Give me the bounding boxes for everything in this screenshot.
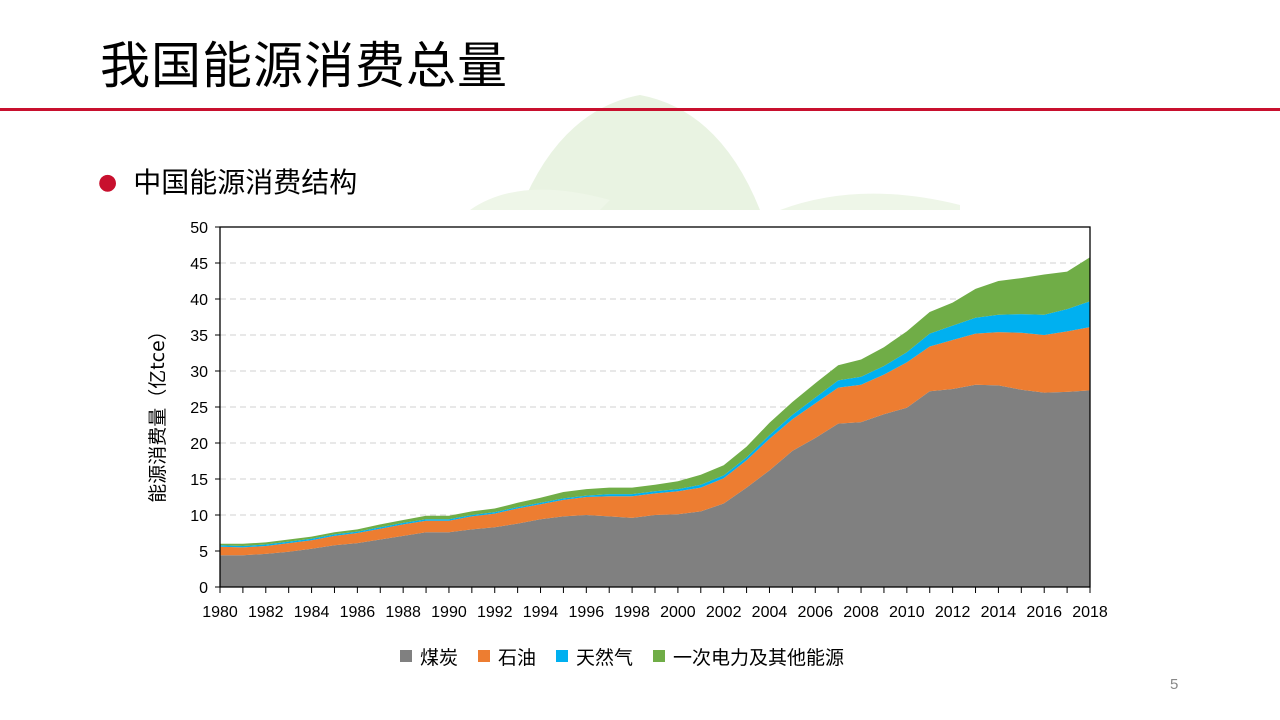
y-tick-label: 20 [190,436,208,453]
bullet-text: 中国能源消费结构 [133,166,358,199]
area-series-layer [220,257,1090,587]
title-divider [0,108,1280,111]
area-other [220,257,1090,546]
x-tick-label: 1996 [569,604,605,621]
legend-label-other: 一次电力及其他能源 [673,646,845,669]
legend-item-gas: 天然气 [556,643,633,670]
slide-title: 我国能源消费总量 [100,37,508,95]
y-axis-label: 能源消费量（亿tce） [147,321,169,503]
bullet-item: ● 中国能源消费结构 [98,164,357,202]
x-tick-label: 2014 [981,604,1017,621]
page-number: 5 [1170,676,1179,693]
y-tick-label: 10 [190,508,208,525]
x-tick-label: 2004 [752,604,788,621]
legend-item-oil: 石油 [478,643,536,670]
x-tick-label: 1988 [385,604,421,621]
x-tick-label: 2010 [889,604,925,621]
y-tick-label: 0 [199,580,208,597]
x-tick-label: 1998 [614,604,650,621]
y-tick-label: 15 [190,472,208,489]
legend-swatch-oil [478,650,491,662]
legend-label-oil: 石油 [498,646,537,669]
x-tick-label: 2016 [1026,604,1062,621]
x-tick-label: 2008 [843,604,879,621]
area-gas [220,301,1090,548]
y-tick-label: 5 [199,544,208,561]
legend-swatch-gas [556,650,569,662]
y-tick-label: 25 [190,400,208,417]
x-tick-label: 1980 [202,604,238,621]
x-tick-label: 1982 [248,604,284,621]
x-tick-label: 1990 [431,604,467,621]
y-tick-label: 40 [190,292,208,309]
y-tick-label: 50 [190,220,208,237]
area-oil [220,327,1090,556]
x-tick-label: 1994 [523,604,559,621]
x-tick-label: 1986 [340,604,376,621]
x-tick-label: 2006 [797,604,833,621]
chart-legend: 煤炭 石油 天然气 一次电力及其他能源 [400,643,864,669]
legend-label-coal: 煤炭 [420,646,459,669]
x-tick-label: 1992 [477,604,513,621]
bullet-dot-icon: ● [98,170,118,195]
y-axis-ticks: 0 5 10 15 20 25 30 35 40 45 50 [190,220,220,597]
legend-label-gas: 天然气 [576,646,634,669]
legend-swatch-coal [400,650,412,662]
x-tick-label: 2018 [1072,604,1108,621]
x-tick-label: 2012 [935,604,971,621]
x-tick-label: 2002 [706,604,742,621]
y-tick-label: 35 [190,328,208,345]
x-tick-label: 2000 [660,604,696,621]
x-axis-ticks: 1980 1982 1984 1986 1988 1990 1992 1994 1996 1998… [202,587,1108,621]
area-coal [220,384,1090,587]
legend-swatch-other [653,650,666,662]
y-tick-label: 30 [190,364,208,381]
y-tick-label: 45 [190,256,208,273]
legend-item-other: 一次电力及其他能源 [653,643,844,670]
x-tick-label: 1984 [294,604,330,621]
legend-item-coal: 煤炭 [400,643,458,670]
